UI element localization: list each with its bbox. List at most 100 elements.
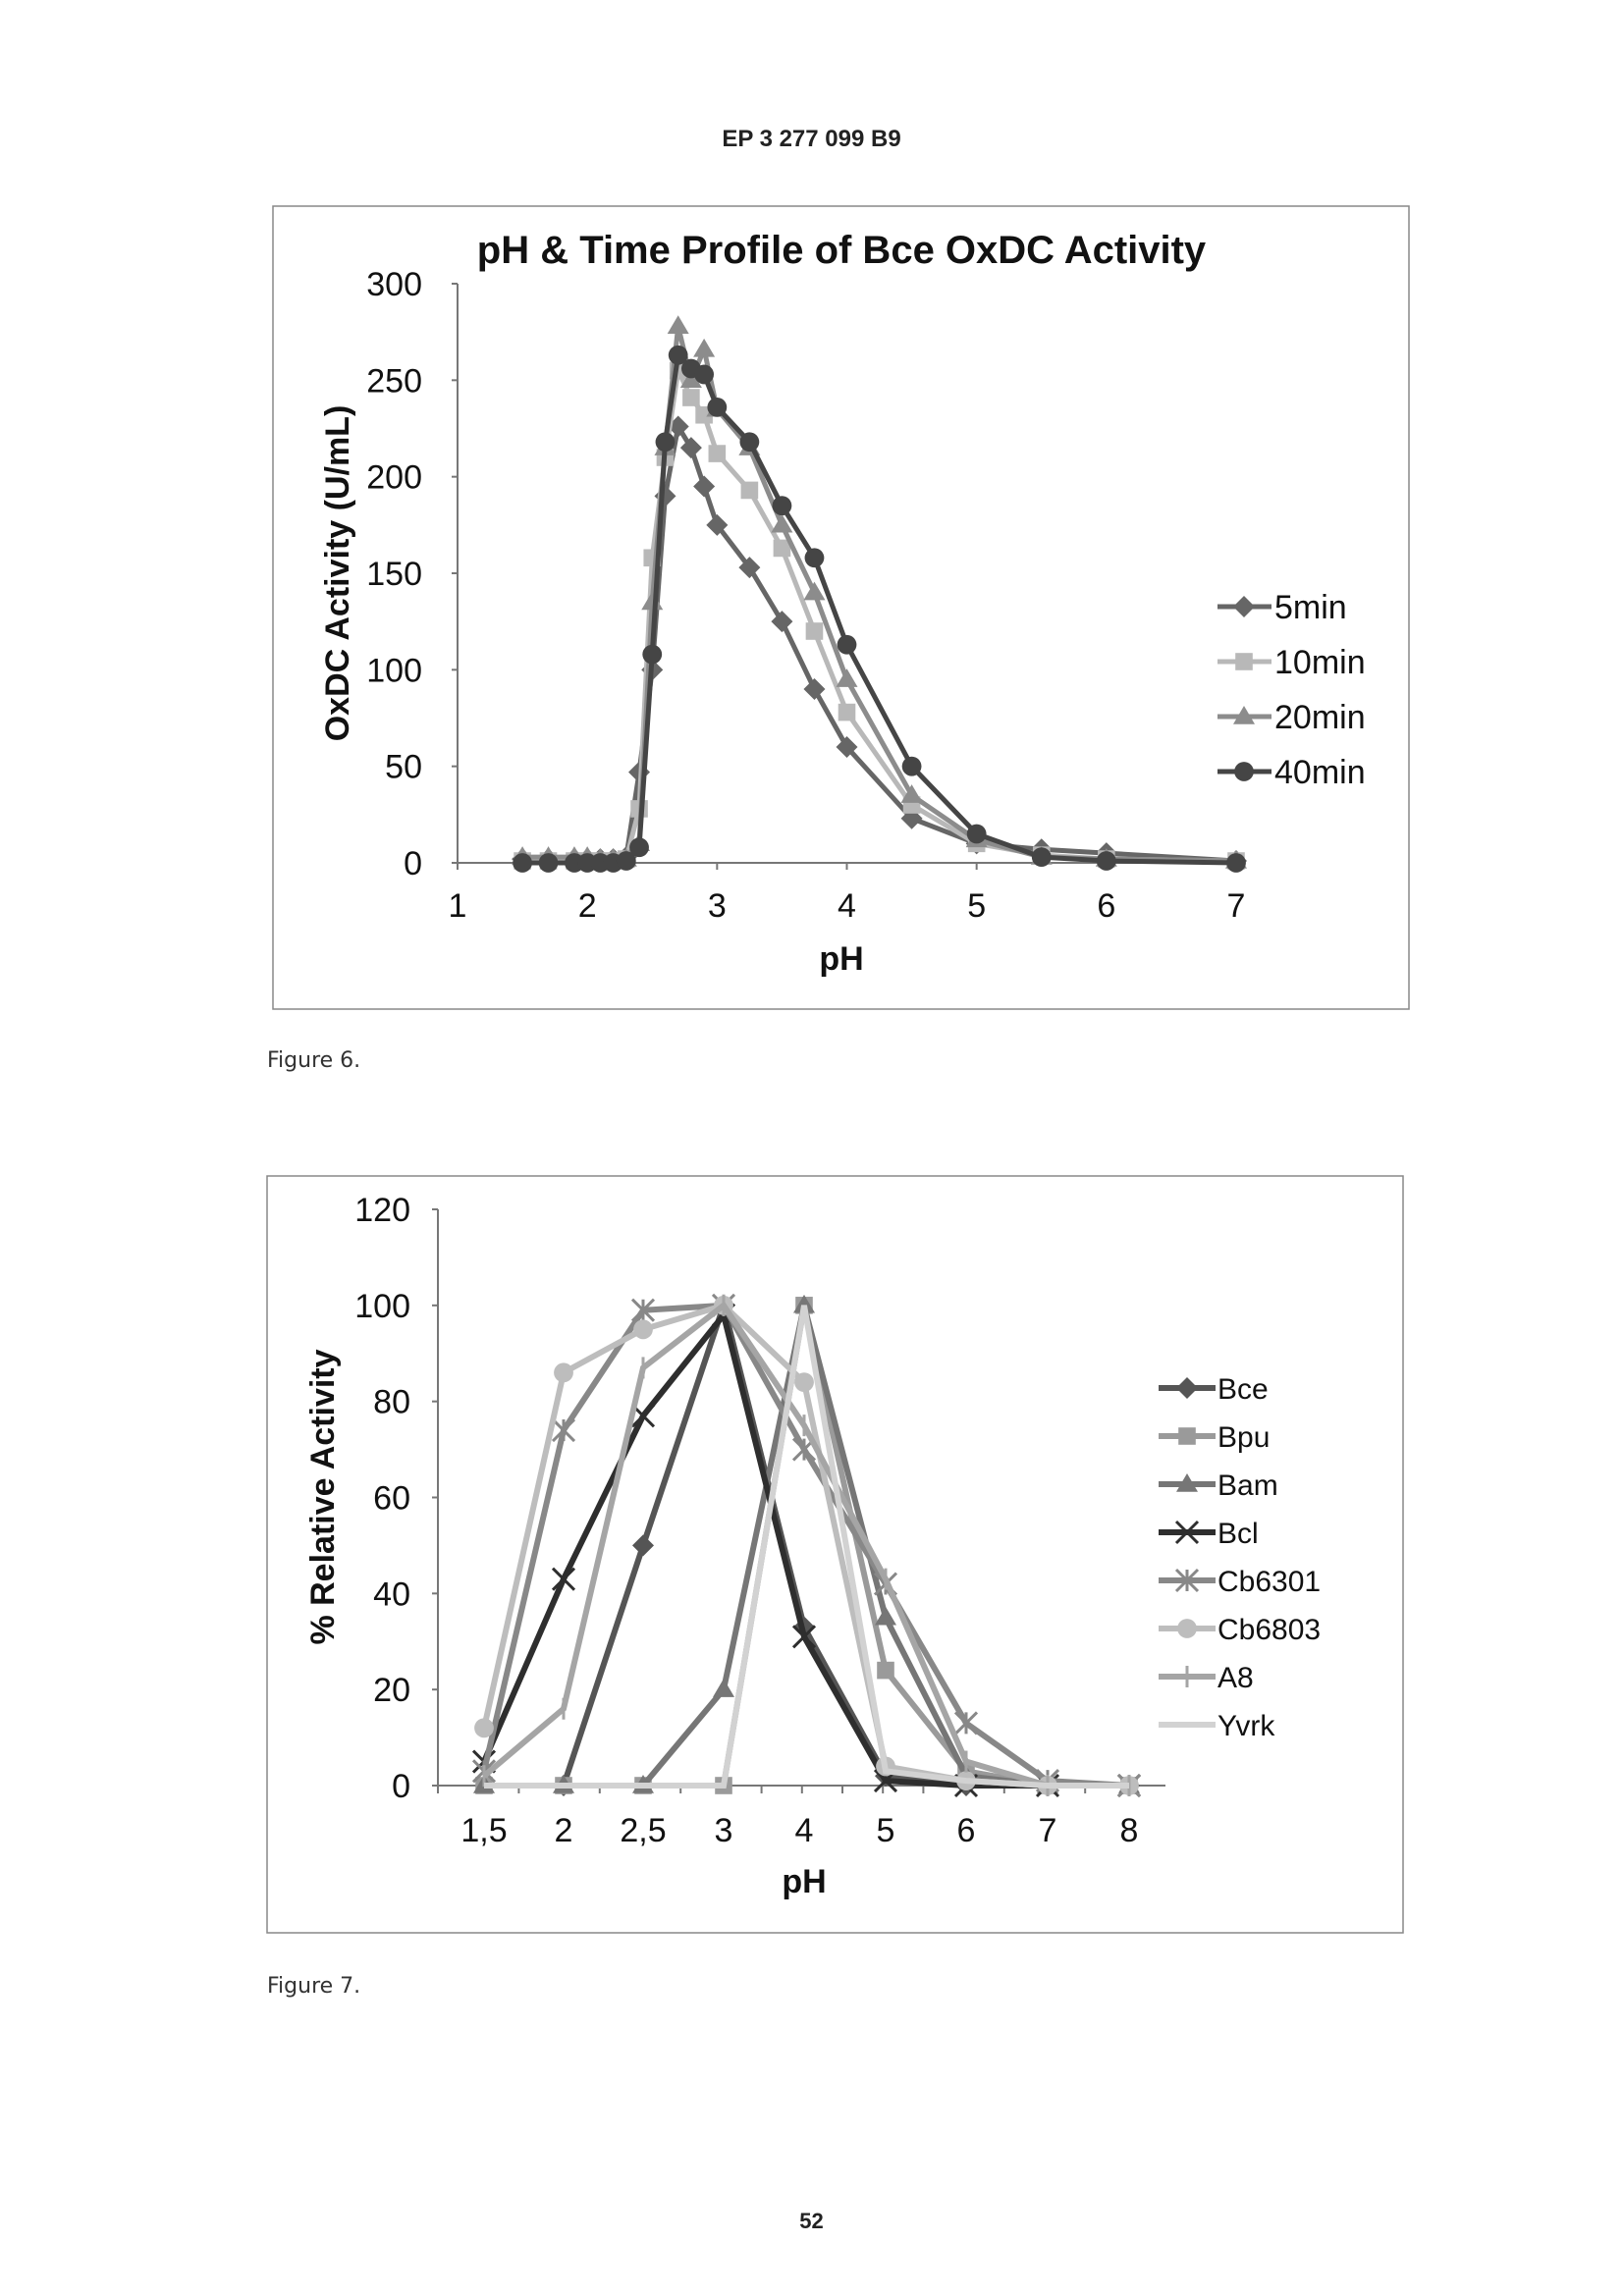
page-number: 52: [799, 2209, 824, 2233]
star-marker: [1174, 1568, 1200, 1593]
x-tick-label: 6: [957, 1812, 976, 1849]
y-tick-label: 200: [366, 459, 422, 497]
x-tick-label: 1,5: [460, 1812, 507, 1849]
triangle-marker: [1233, 706, 1255, 724]
figure-6-caption: Figure 6.: [267, 1048, 361, 1073]
chart-title: pH & Time Profile of Bce OxDC Activity: [477, 229, 1207, 272]
triangle-marker: [693, 338, 716, 357]
x-marker: [1174, 1520, 1200, 1545]
circle-marker: [1177, 1619, 1197, 1638]
square-marker: [1178, 1427, 1196, 1445]
square-marker: [708, 445, 727, 462]
legend-label: Cb6301: [1217, 1566, 1321, 1598]
y-tick-label: 40: [373, 1575, 410, 1613]
x-tick-label: 4: [795, 1812, 814, 1849]
triangle-marker: [803, 581, 826, 601]
chart-ph-time-profile: pH & Time Profile of Bce OxDC Activity p…: [272, 205, 1410, 1010]
chart-frame: [272, 205, 1410, 1010]
y-axis-label: OxDC Activity (U/mL): [319, 405, 356, 742]
x-tick-label: 3: [708, 887, 727, 925]
x-marker: [551, 1567, 576, 1591]
circle-marker: [794, 1372, 814, 1392]
y-tick-label: 150: [366, 556, 422, 593]
y-tick-label: 80: [373, 1384, 410, 1421]
star-marker: [551, 1417, 576, 1443]
y-tick-label: 0: [392, 1768, 410, 1805]
legend-label: Cb6803: [1217, 1614, 1321, 1646]
y-tick-label: 100: [354, 1288, 410, 1325]
diamond-marker: [679, 437, 702, 459]
circle-marker: [707, 397, 728, 417]
legend-label: 40min: [1274, 754, 1366, 791]
diamond-marker: [632, 1534, 654, 1557]
legend-label: 5min: [1274, 589, 1347, 626]
circle-marker: [966, 824, 987, 844]
square-marker: [773, 539, 791, 558]
circle-marker: [513, 853, 532, 873]
circle-marker: [668, 345, 688, 365]
legend-label: Bce: [1217, 1373, 1269, 1406]
x-tick-label: 4: [838, 887, 856, 925]
diamond-marker: [1176, 1377, 1198, 1399]
figure-7-caption: Figure 7.: [267, 1974, 361, 1999]
x-tick-label: 3: [715, 1812, 733, 1849]
circle-marker: [554, 1362, 573, 1383]
diamond-marker: [693, 475, 716, 498]
y-tick-label: 60: [373, 1480, 410, 1518]
triangle-marker: [679, 369, 702, 389]
diamond-marker: [836, 736, 858, 758]
triangle-marker: [836, 668, 858, 687]
x-tick-label: 5: [967, 887, 986, 925]
legend-label: Yvrk: [1217, 1710, 1275, 1742]
x-tick-label: 5: [877, 1812, 895, 1849]
y-axis-label: % Relative Activity: [304, 1349, 342, 1644]
circle-marker: [1031, 847, 1052, 867]
star-marker: [953, 1711, 979, 1735]
circle-marker: [772, 496, 792, 516]
circle-marker: [616, 851, 636, 871]
x-tick-label: 2,5: [620, 1812, 666, 1849]
triangle-marker: [793, 1294, 815, 1313]
square-marker: [740, 481, 759, 500]
triangle-marker: [713, 1679, 734, 1697]
y-tick-label: 100: [366, 652, 422, 689]
chart-relative-activity: pH % Relative Activity 0 20 40 60 80 100 120 1,…: [266, 1175, 1404, 1934]
circle-marker: [633, 1319, 653, 1340]
diamond-marker: [738, 557, 761, 579]
circle-marker: [629, 837, 649, 858]
x-tick-label: 2: [578, 887, 597, 925]
legend-label: Bcl: [1217, 1518, 1259, 1550]
circle-marker: [474, 1718, 494, 1738]
patent-header: EP 3 277 099 B9: [722, 126, 901, 152]
circle-marker: [694, 364, 715, 385]
legend-label: 10min: [1274, 644, 1366, 681]
triangle-marker: [900, 784, 923, 803]
x-axis-label: pH: [782, 1863, 826, 1900]
x-tick-label: 7: [1039, 1812, 1057, 1849]
legend-label: 20min: [1274, 699, 1366, 736]
triangle-marker: [771, 513, 793, 533]
x-tick-label: 1: [449, 887, 467, 925]
circle-marker: [655, 432, 676, 453]
legend-label: Bpu: [1217, 1421, 1270, 1454]
circle-marker: [642, 644, 663, 665]
chart-frame: [266, 1175, 1404, 1934]
circle-marker: [739, 432, 760, 453]
x-tick-label: 8: [1120, 1812, 1139, 1849]
legend-label: A8: [1217, 1662, 1254, 1694]
diamond-marker: [771, 611, 793, 633]
circle-marker: [538, 853, 559, 873]
star-marker: [630, 1298, 656, 1322]
square-marker: [838, 703, 856, 721]
square-marker: [877, 1661, 894, 1680]
circle-marker: [1096, 851, 1116, 871]
y-tick-label: 20: [373, 1672, 410, 1709]
square-marker: [1235, 653, 1253, 670]
diamond-marker: [803, 678, 826, 700]
y-tick-label: 250: [366, 362, 422, 400]
legend-label: Bam: [1217, 1469, 1278, 1502]
diamond-marker: [1233, 596, 1255, 617]
x-tick-label: 2: [555, 1812, 573, 1849]
triangle-marker: [667, 315, 689, 334]
circle-marker: [804, 548, 825, 568]
